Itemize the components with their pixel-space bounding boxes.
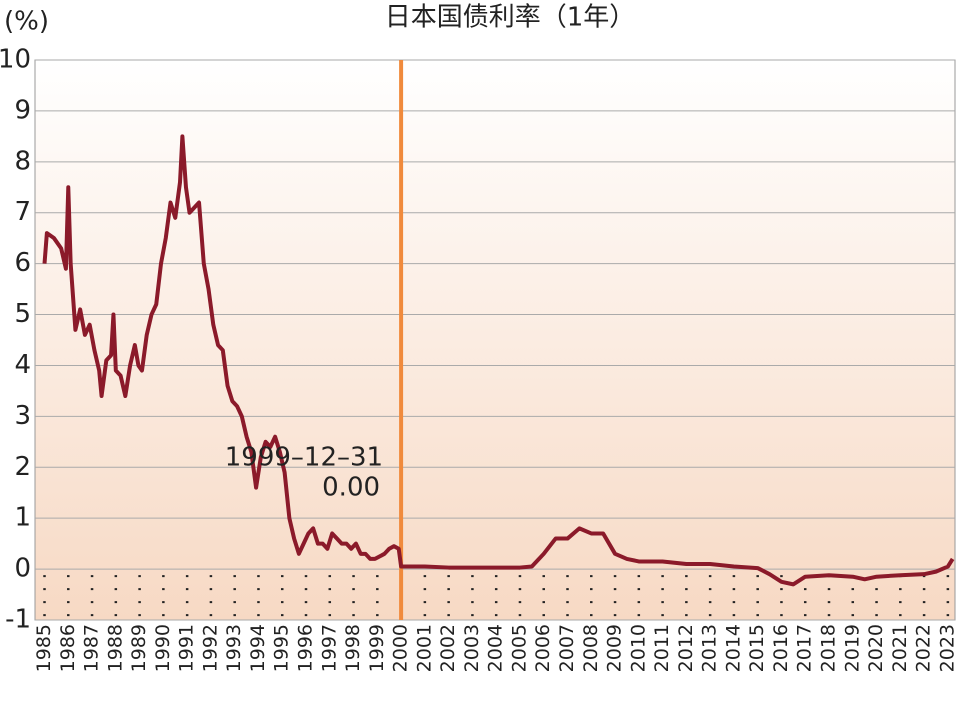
- x-tick-label: 2010: [627, 624, 649, 672]
- annotation-date: 1999–12–31: [225, 443, 383, 473]
- x-tick-label: 2019: [841, 624, 863, 672]
- x-tick-label: 1986: [57, 624, 79, 672]
- chart-title: 日本国债利率（1年）: [385, 3, 636, 33]
- y-tick-label: 5: [14, 299, 31, 329]
- x-tick-label: 1993: [223, 624, 245, 672]
- y-tick-label: 0: [14, 554, 31, 584]
- x-tick-label: 1994: [247, 624, 269, 672]
- x-tick-label: 1988: [104, 624, 126, 672]
- y-tick-label: 3: [14, 401, 31, 431]
- x-tick-label: 1999: [366, 624, 388, 672]
- x-tick-label: 2015: [746, 624, 768, 672]
- y-tick-label: -1: [5, 605, 31, 635]
- x-tick-label: 1997: [318, 624, 340, 672]
- x-tick-label: 2021: [889, 624, 911, 672]
- plot-area: [34, 59, 956, 621]
- x-tick-label: 2001: [413, 624, 435, 672]
- x-tick-label: 2023: [936, 624, 957, 672]
- y-tick-label: 7: [14, 197, 31, 227]
- y-tick-label: 1: [14, 503, 31, 533]
- x-tick-label: 2014: [722, 624, 744, 672]
- x-tick-label: 1992: [199, 624, 221, 672]
- x-tick-label: 1987: [81, 624, 103, 672]
- x-tick-label: 2011: [651, 624, 673, 672]
- y-tick-label: 8: [14, 146, 31, 176]
- x-tick-label: 2003: [461, 624, 483, 672]
- y-tick-label: 9: [14, 95, 31, 125]
- x-tick-label: 2005: [508, 624, 530, 672]
- x-tick-label: 2008: [580, 624, 602, 672]
- x-tick-label: 2007: [556, 624, 578, 672]
- line-series: [42, 134, 955, 587]
- x-tick-label: 2004: [485, 624, 507, 672]
- x-tick-label: 2017: [794, 624, 816, 672]
- x-tick-label: 1996: [295, 624, 317, 672]
- x-tick-label: 2013: [699, 624, 721, 672]
- x-tick-label: 2022: [913, 624, 935, 672]
- x-tick-label: 1989: [128, 624, 150, 672]
- x-tick-label: 1995: [271, 624, 293, 672]
- annotation-value: 0.00: [322, 473, 380, 503]
- x-tick-label: 2012: [675, 624, 697, 672]
- x-tick-label: 1985: [33, 624, 55, 672]
- x-tick-label: 2020: [865, 624, 887, 672]
- x-tick-label: 2009: [604, 624, 626, 672]
- y-axis-label: (%): [4, 7, 49, 37]
- x-tick-label: 1998: [342, 624, 364, 672]
- x-tick-label: 2006: [532, 624, 554, 672]
- y-tick-label: 4: [14, 350, 31, 380]
- y-tick-label: 6: [14, 248, 31, 278]
- y-tick-label: 2: [14, 452, 31, 482]
- x-tick-label: 1991: [176, 624, 198, 672]
- x-tick-label: 1990: [152, 624, 174, 672]
- x-tick-label: 2000: [390, 624, 412, 672]
- y-tick-label: 10: [0, 45, 31, 75]
- x-tick-label: 2016: [770, 624, 792, 672]
- x-tick-label: 2018: [818, 624, 840, 672]
- x-tick-label: 2002: [437, 624, 459, 672]
